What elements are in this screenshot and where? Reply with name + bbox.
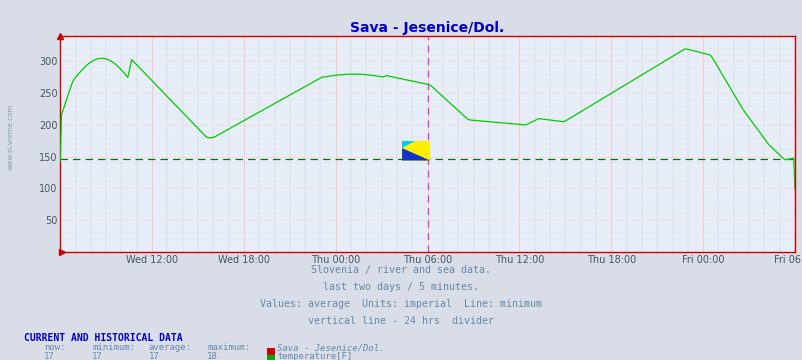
Text: now:: now: xyxy=(44,343,66,352)
Bar xyxy=(402,141,430,161)
Text: www.si-vreme.com: www.si-vreme.com xyxy=(7,104,14,170)
Text: last two days / 5 minutes.: last two days / 5 minutes. xyxy=(323,282,479,292)
Text: temperature[F]: temperature[F] xyxy=(277,352,353,360)
Text: 17: 17 xyxy=(92,352,103,360)
Title: Sava - Jesenice/Dol.: Sava - Jesenice/Dol. xyxy=(350,21,504,35)
Text: Sava - Jesenice/Dol.: Sava - Jesenice/Dol. xyxy=(277,343,384,352)
Text: vertical line - 24 hrs  divider: vertical line - 24 hrs divider xyxy=(308,316,494,327)
Text: 17: 17 xyxy=(44,352,55,360)
Text: minimum:: minimum: xyxy=(92,343,136,352)
Text: CURRENT AND HISTORICAL DATA: CURRENT AND HISTORICAL DATA xyxy=(24,333,183,343)
Text: maximum:: maximum: xyxy=(207,343,250,352)
Text: average:: average: xyxy=(148,343,192,352)
Text: 17: 17 xyxy=(148,352,159,360)
Polygon shape xyxy=(402,148,430,161)
Text: Values: average  Units: imperial  Line: minimum: Values: average Units: imperial Line: mi… xyxy=(260,299,542,309)
Text: 18: 18 xyxy=(207,352,217,360)
Text: Slovenia / river and sea data.: Slovenia / river and sea data. xyxy=(311,265,491,275)
Polygon shape xyxy=(402,141,414,148)
